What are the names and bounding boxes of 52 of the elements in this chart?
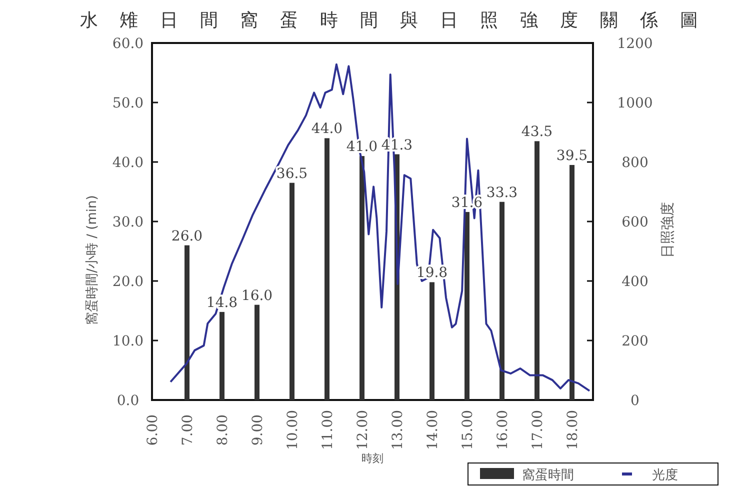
bar	[324, 138, 330, 400]
chart-title: 水雉日間窩蛋時間與日照強度關係圖	[80, 10, 720, 31]
x-tick-label: 16.00	[495, 410, 511, 450]
y-tick-label: 40.0	[112, 155, 144, 171]
data-label: 43.5	[521, 124, 553, 140]
x-tick-label: 11.00	[320, 410, 336, 450]
y2-tick-label: 400	[622, 274, 648, 290]
x-tick-label: 14.00	[425, 410, 441, 450]
bar	[360, 156, 364, 400]
y2-tick-label: 800	[622, 155, 648, 171]
x-tick-label: 17.00	[530, 410, 546, 450]
bar	[430, 282, 434, 400]
y-tick-label: 10.0	[112, 334, 144, 350]
x-tick-label: 8.00	[215, 414, 231, 446]
y-tick-label: 20.0	[112, 274, 144, 290]
bar	[220, 312, 224, 400]
data-label: 33.3	[486, 184, 518, 201]
x-tick-label: 13.00	[390, 410, 406, 450]
bar	[184, 245, 190, 400]
y-tick-label: 50.0	[112, 96, 144, 112]
y2-tick-label: 0	[630, 393, 640, 409]
data-label: 26.0	[171, 228, 203, 244]
data-label: 36.5	[276, 166, 308, 182]
line-series	[170, 63, 590, 392]
legend-label: 光度	[652, 467, 678, 483]
x-tick-label: 12.00	[355, 410, 371, 450]
x-tick-label: 6.00	[145, 414, 161, 446]
y-tick-label: 30.0	[112, 214, 144, 230]
y2-axis-title: 日照強度	[660, 202, 676, 258]
y2-tick-label: 200	[622, 334, 648, 350]
bar	[254, 304, 260, 400]
legend-label: 窩蛋時間	[522, 467, 574, 483]
x-tick-label: 9.00	[250, 414, 266, 446]
x-tick-label: 10.00	[285, 410, 301, 450]
y2-tick-label: 1200	[617, 36, 653, 52]
y2-tick-label: 1000	[617, 96, 653, 112]
data-label: 16.0	[241, 288, 273, 304]
bar	[500, 202, 504, 400]
data-label: 44.0	[311, 121, 343, 138]
x-axis-title: 時刻	[362, 452, 384, 465]
y-tick-label: 0.0	[116, 393, 140, 409]
bar	[464, 212, 470, 400]
bar	[570, 164, 574, 400]
x-tick-label: 15.00	[460, 410, 476, 450]
y-tick-label: 60.0	[112, 36, 144, 52]
x-tick-label: 7.00	[180, 414, 196, 446]
data-label: 39.5	[556, 148, 588, 164]
bar	[290, 182, 294, 400]
y-axis-title: 窩蛋時間/小時 / (min)	[84, 195, 100, 325]
x-tick-label: 18.00	[565, 410, 581, 450]
y2-tick-label: 600	[622, 214, 648, 230]
bar	[534, 141, 540, 400]
